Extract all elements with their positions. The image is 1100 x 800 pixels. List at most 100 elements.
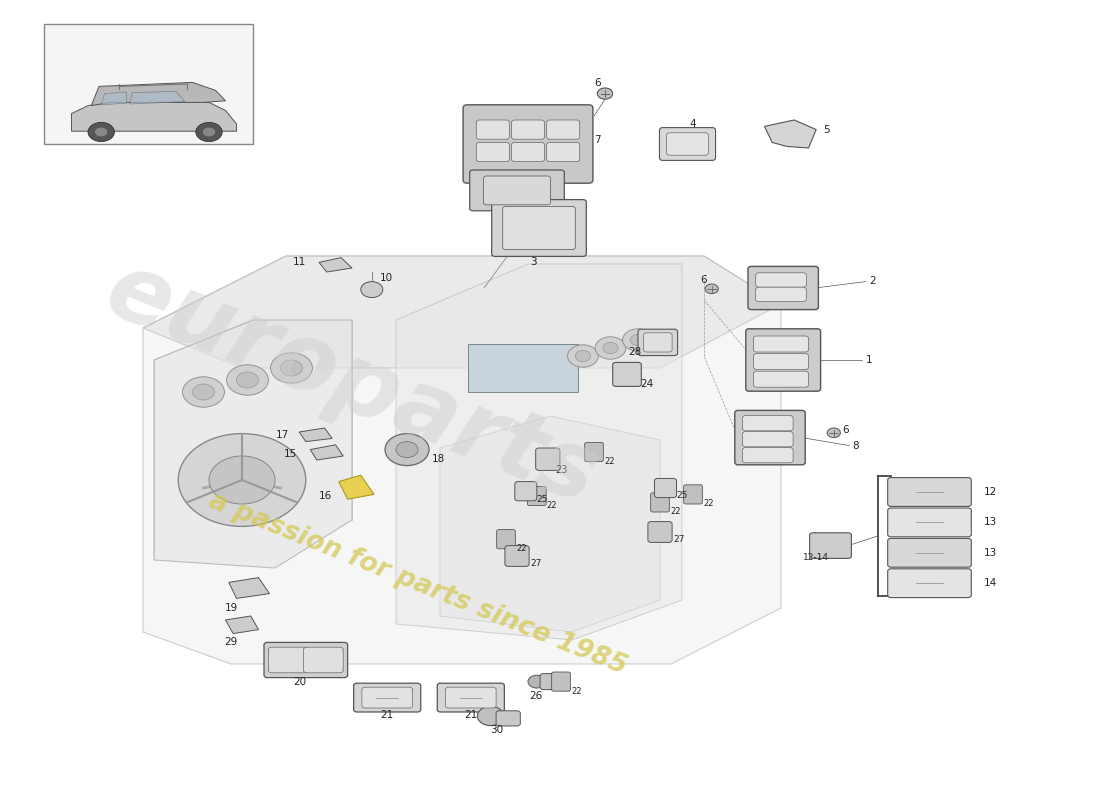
Text: 28: 28 [628, 347, 641, 357]
Text: 8: 8 [852, 441, 859, 450]
FancyBboxPatch shape [476, 142, 509, 162]
FancyBboxPatch shape [547, 120, 580, 139]
FancyBboxPatch shape [651, 493, 669, 512]
Circle shape [192, 384, 215, 400]
Text: 22: 22 [516, 544, 527, 554]
Text: 27: 27 [673, 535, 684, 545]
FancyBboxPatch shape [497, 530, 515, 549]
FancyBboxPatch shape [888, 538, 971, 567]
Text: europarts: europarts [92, 243, 612, 525]
FancyBboxPatch shape [888, 569, 971, 598]
FancyBboxPatch shape [667, 133, 708, 155]
FancyBboxPatch shape [505, 546, 529, 566]
Text: 11: 11 [293, 257, 306, 266]
Circle shape [95, 127, 108, 137]
Text: 6: 6 [843, 426, 849, 435]
Polygon shape [91, 82, 226, 106]
Text: 30: 30 [491, 725, 504, 734]
FancyBboxPatch shape [644, 333, 672, 352]
Text: 20: 20 [294, 678, 307, 687]
Polygon shape [396, 264, 682, 640]
Circle shape [595, 337, 626, 359]
FancyBboxPatch shape [476, 120, 509, 139]
Text: 25: 25 [676, 491, 688, 501]
Text: 16: 16 [319, 491, 332, 501]
Text: 7: 7 [594, 135, 601, 145]
FancyBboxPatch shape [756, 287, 806, 302]
Polygon shape [101, 92, 127, 105]
Polygon shape [299, 428, 332, 442]
Circle shape [477, 706, 504, 726]
Text: 19: 19 [224, 603, 238, 613]
Bar [468, 344, 578, 392]
Circle shape [705, 284, 718, 294]
FancyBboxPatch shape [527, 486, 546, 506]
Text: a passion for parts since 1985: a passion for parts since 1985 [206, 488, 630, 680]
FancyBboxPatch shape [470, 170, 564, 211]
Circle shape [630, 334, 646, 346]
Bar [44, 24, 253, 144]
Polygon shape [229, 578, 270, 598]
FancyBboxPatch shape [684, 485, 703, 504]
Circle shape [271, 353, 312, 383]
Circle shape [209, 456, 275, 504]
Circle shape [183, 377, 224, 407]
Circle shape [385, 434, 429, 466]
FancyBboxPatch shape [353, 683, 420, 712]
Text: 22: 22 [547, 501, 558, 510]
Text: 21: 21 [464, 710, 477, 720]
Text: 10: 10 [379, 274, 393, 283]
Circle shape [827, 428, 840, 438]
Circle shape [396, 442, 418, 458]
Polygon shape [310, 445, 343, 460]
Text: 12-14: 12-14 [803, 553, 829, 562]
FancyBboxPatch shape [512, 120, 544, 139]
FancyBboxPatch shape [754, 371, 808, 387]
Circle shape [603, 342, 618, 354]
FancyBboxPatch shape [756, 273, 806, 287]
Circle shape [528, 675, 546, 688]
Text: 12: 12 [983, 487, 997, 497]
Text: 25: 25 [537, 494, 548, 504]
Text: 1: 1 [866, 355, 872, 365]
Circle shape [361, 282, 383, 298]
Text: 22: 22 [703, 499, 714, 509]
Text: 22: 22 [571, 686, 582, 696]
Text: 6: 6 [701, 275, 707, 285]
FancyBboxPatch shape [483, 176, 550, 205]
Circle shape [88, 122, 114, 142]
Polygon shape [130, 91, 185, 104]
FancyBboxPatch shape [540, 674, 560, 690]
FancyBboxPatch shape [748, 266, 818, 310]
FancyBboxPatch shape [536, 448, 560, 470]
Text: 15: 15 [284, 450, 297, 459]
FancyBboxPatch shape [503, 206, 575, 250]
Text: 3: 3 [530, 257, 537, 266]
FancyBboxPatch shape [888, 508, 971, 537]
FancyBboxPatch shape [515, 482, 537, 501]
FancyBboxPatch shape [746, 329, 821, 391]
FancyBboxPatch shape [512, 142, 544, 162]
FancyBboxPatch shape [648, 522, 672, 542]
Polygon shape [72, 102, 236, 131]
FancyBboxPatch shape [492, 200, 586, 256]
Circle shape [623, 329, 653, 351]
Circle shape [597, 88, 613, 99]
Polygon shape [143, 256, 781, 368]
FancyBboxPatch shape [810, 533, 851, 558]
FancyBboxPatch shape [742, 447, 793, 462]
Text: 21: 21 [381, 710, 394, 720]
Polygon shape [440, 416, 660, 632]
FancyBboxPatch shape [268, 647, 308, 673]
Polygon shape [319, 258, 352, 272]
FancyBboxPatch shape [552, 672, 571, 691]
FancyBboxPatch shape [754, 336, 808, 352]
Circle shape [568, 345, 598, 367]
Circle shape [178, 434, 306, 526]
FancyBboxPatch shape [654, 478, 676, 498]
Text: 29: 29 [224, 637, 238, 646]
Circle shape [280, 360, 302, 376]
FancyBboxPatch shape [660, 127, 716, 160]
Text: 14: 14 [983, 578, 997, 588]
Circle shape [196, 122, 222, 142]
